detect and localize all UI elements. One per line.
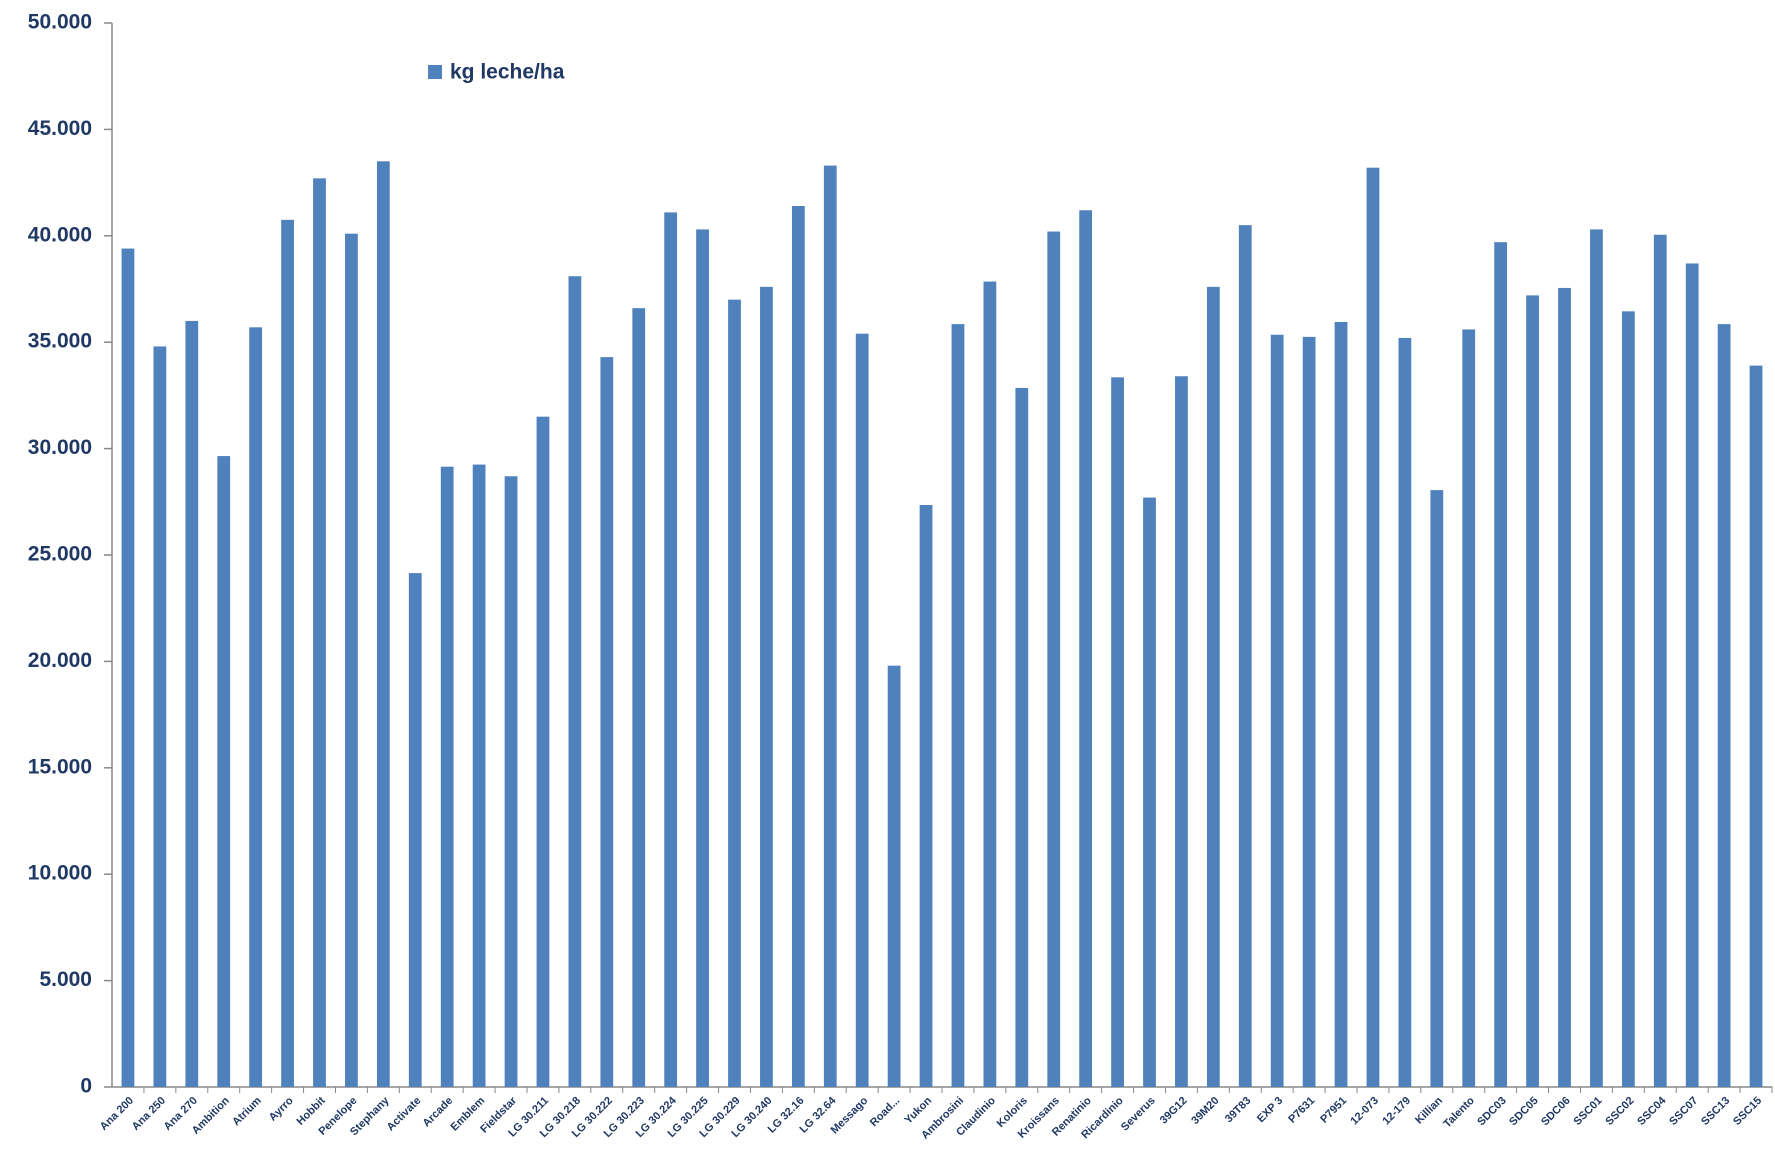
bar xyxy=(887,665,901,1087)
bar xyxy=(600,357,614,1087)
bar xyxy=(249,327,263,1088)
x-tick-label: Atrium xyxy=(230,1095,264,1129)
bar xyxy=(1206,286,1220,1087)
y-tick-label: 20.000 xyxy=(28,649,92,672)
bar xyxy=(632,308,646,1088)
bar xyxy=(568,276,582,1087)
bar xyxy=(472,464,486,1087)
x-tick-label: Ana 200 xyxy=(98,1095,136,1133)
bar xyxy=(760,286,773,1087)
bar xyxy=(1366,167,1380,1088)
bar xyxy=(1462,329,1476,1087)
bar xyxy=(1749,365,1763,1087)
bar xyxy=(1015,387,1029,1087)
x-tick-label: Activate xyxy=(385,1095,424,1134)
bar xyxy=(1175,376,1188,1087)
x-tick-label: SSC07 xyxy=(1667,1095,1700,1128)
legend-label: kg leche/ha xyxy=(450,61,565,84)
legend-swatch xyxy=(428,65,442,79)
bar xyxy=(1079,210,1093,1087)
y-tick-label: 0 xyxy=(80,1075,92,1098)
bar xyxy=(1717,324,1731,1087)
x-tick-label: Ayrro xyxy=(267,1094,296,1123)
bar xyxy=(1590,229,1603,1087)
x-tick-label: 39G12 xyxy=(1158,1095,1190,1127)
bar xyxy=(823,165,837,1088)
bar xyxy=(185,320,199,1087)
bar xyxy=(313,178,326,1087)
bar xyxy=(1270,334,1284,1087)
bar xyxy=(1430,490,1444,1087)
bar xyxy=(1494,242,1508,1087)
y-tick-label: 25.000 xyxy=(28,543,92,566)
x-tick-label: SSC01 xyxy=(1571,1095,1604,1128)
bar xyxy=(1621,311,1635,1087)
bar xyxy=(121,248,135,1087)
x-tick-label: SDC03 xyxy=(1475,1095,1509,1129)
x-tick-label: SSC04 xyxy=(1635,1094,1669,1128)
x-tick-label: Ana 250 xyxy=(130,1095,168,1133)
bar xyxy=(376,161,390,1087)
bar xyxy=(1653,234,1667,1088)
y-tick-label: 45.000 xyxy=(28,117,92,140)
x-tick-label: SDC05 xyxy=(1507,1095,1541,1129)
y-tick-label: 30.000 xyxy=(28,436,92,459)
bar xyxy=(1685,263,1699,1087)
x-tick-label: 12-073 xyxy=(1348,1095,1381,1128)
bar xyxy=(1334,321,1348,1087)
x-tick-label: P7951 xyxy=(1318,1095,1349,1126)
y-tick-label: 15.000 xyxy=(28,755,92,778)
bar xyxy=(1111,377,1124,1087)
bar xyxy=(408,573,422,1087)
bar xyxy=(1047,231,1061,1087)
x-tick-label: P7631 xyxy=(1286,1095,1317,1126)
bar xyxy=(855,333,869,1087)
y-tick-label: 5.000 xyxy=(39,968,92,991)
bar xyxy=(919,504,933,1087)
bar xyxy=(1143,497,1156,1087)
bar xyxy=(1526,295,1539,1087)
y-tick-label: 40.000 xyxy=(28,223,92,246)
y-tick-label: 35.000 xyxy=(28,330,92,353)
bar xyxy=(1238,225,1252,1087)
x-tick-label: SSC13 xyxy=(1699,1095,1732,1128)
bar xyxy=(1302,336,1316,1087)
x-tick-label: 39T83 xyxy=(1223,1095,1254,1126)
bar xyxy=(664,212,678,1088)
bar xyxy=(504,476,518,1087)
bar xyxy=(153,346,167,1087)
bar xyxy=(951,324,965,1087)
y-tick-label: 50.000 xyxy=(28,11,92,34)
bar xyxy=(696,229,709,1087)
bar xyxy=(281,219,294,1088)
x-tick-label: SDC06 xyxy=(1539,1095,1573,1129)
x-tick-label: SSC02 xyxy=(1603,1095,1636,1128)
bar xyxy=(1398,337,1412,1088)
x-tick-label: EXP 3 xyxy=(1255,1095,1285,1125)
x-tick-label: SSC15 xyxy=(1731,1095,1764,1128)
bar xyxy=(728,299,741,1087)
bar xyxy=(983,281,997,1087)
x-tick-label: Road... xyxy=(868,1095,902,1129)
x-tick-label: 12-179 xyxy=(1380,1095,1413,1128)
bar xyxy=(217,456,231,1088)
x-tick-label: Severus xyxy=(1119,1095,1158,1134)
bar xyxy=(345,233,358,1087)
y-tick-label: 10.000 xyxy=(28,862,92,885)
bar xyxy=(536,416,550,1087)
x-tick-label: 39M20 xyxy=(1189,1095,1221,1127)
bar xyxy=(1558,287,1571,1087)
bar xyxy=(440,466,454,1087)
bar xyxy=(791,206,805,1087)
x-tick-label: Talento xyxy=(1441,1094,1477,1130)
